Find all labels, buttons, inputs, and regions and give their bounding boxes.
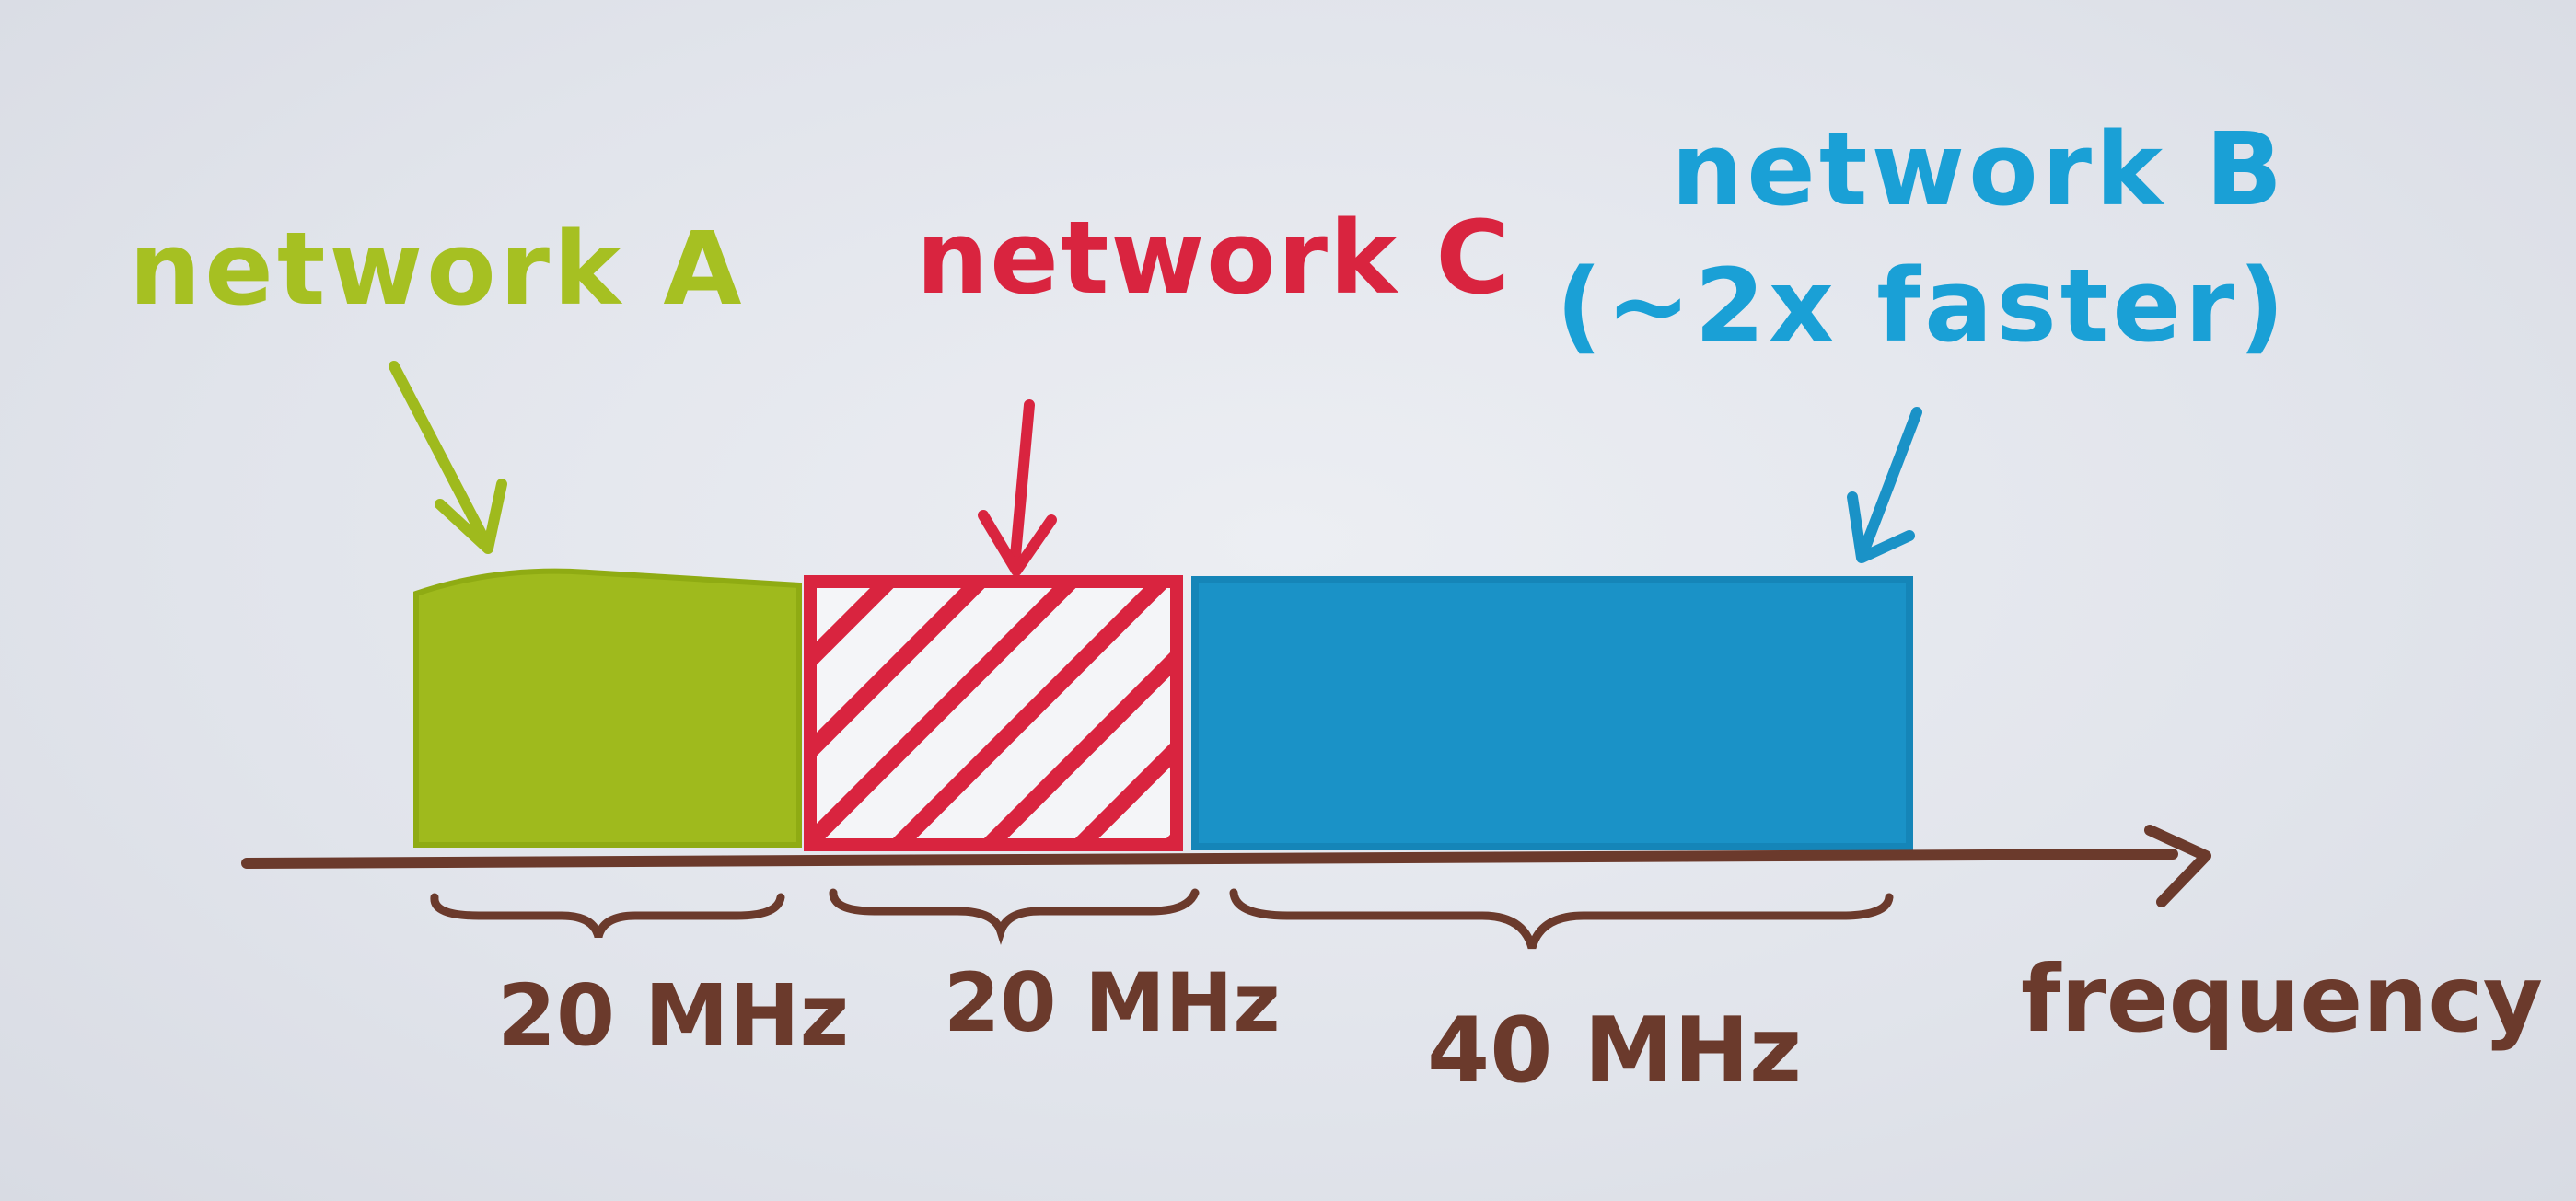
brace-network-b: [1229, 888, 1894, 950]
brace-network-a: [430, 893, 785, 939]
network-b-label: network B: [1671, 110, 2286, 228]
bandwidth-b-label: 40 MHz: [1427, 999, 1802, 1103]
network-c-label: network C: [916, 199, 1512, 317]
network-b-arrow: [1847, 407, 1922, 563]
network-a-block: [413, 568, 802, 848]
network-b-block: [1191, 576, 1913, 850]
network-a-arrow: [389, 361, 507, 554]
axis-arrowhead: [2144, 825, 2211, 907]
network-b-speed-note: (~2x faster): [1556, 247, 2289, 364]
network-c-arrow: [978, 399, 1057, 576]
network-a-label: network A: [129, 210, 746, 328]
bandwidth-c-label: 20 MHz: [944, 955, 1281, 1050]
frequency-axis-label: frequency: [2021, 945, 2543, 1053]
network-c-block: [804, 575, 1183, 851]
frequency-axis: [241, 825, 2211, 907]
bandwidth-a-label: 20 MHz: [497, 966, 849, 1065]
brace-network-c: [829, 888, 1200, 945]
